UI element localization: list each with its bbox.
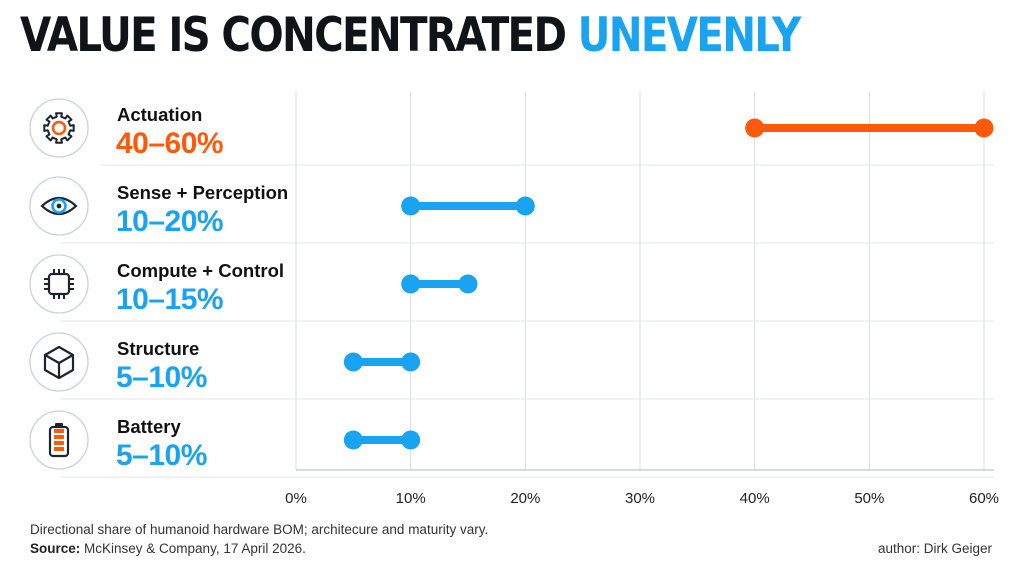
category-label: Compute + Control [117,260,284,281]
category-label: Structure [117,338,199,359]
range-value-label: 5–10% [116,361,207,394]
range-low-dot [343,430,363,450]
author-credit: author: Dirk Geiger [877,541,992,556]
eye-icon [29,176,89,236]
range-value-label: 40–60% [116,127,223,160]
range-high-dot [515,196,535,216]
range-low-dot [343,352,363,372]
range-value-label: 10–20% [116,205,223,238]
category-label: Battery [117,416,181,437]
title-main: VALUE IS CONCENTRATED [20,8,567,63]
range-high-dot [401,352,421,372]
category-label: Sense + Perception [117,182,288,203]
x-tick-label: 10% [396,490,426,507]
x-tick-label: 60% [969,490,999,507]
cube-icon [29,332,89,392]
source-label: Source: [30,541,81,556]
range-high-dot [458,274,478,294]
range-high-dot [974,118,994,138]
range-value-label: 5–10% [116,439,207,472]
range-low-dot [401,196,421,216]
x-tick-label: 40% [740,490,770,507]
battery-icon [29,410,89,470]
x-tick-label: 20% [510,490,540,507]
x-tick-label: 0% [285,490,307,507]
footnote: Directional share of humanoid hardware B… [30,522,489,537]
gear-icon [29,98,89,158]
title-accent: UNEVENLY [577,8,802,63]
chip-icon [29,254,89,314]
category-label: Actuation [117,104,202,125]
x-tick-label: 30% [625,490,655,507]
range-high-dot [401,430,421,450]
x-tick-label: 50% [854,490,884,507]
range-value-label: 10–15% [116,283,223,316]
source-line: Source: McKinsey & Company, 17 April 202… [30,541,306,556]
range-low-dot [745,118,765,138]
page-title: VALUE IS CONCENTRATED UNEVENLY [20,8,802,63]
range-low-dot [401,274,421,294]
source-text: McKinsey & Company, 17 April 2026. [80,541,306,556]
